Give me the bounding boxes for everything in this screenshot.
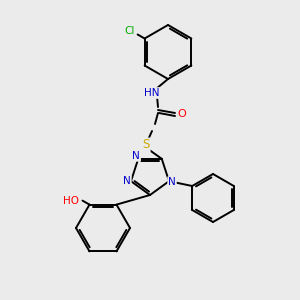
Text: N: N (168, 177, 176, 187)
Text: N: N (123, 176, 131, 186)
Text: HO: HO (62, 196, 79, 206)
Text: Cl: Cl (124, 26, 135, 37)
Text: N: N (132, 151, 140, 161)
Text: S: S (142, 139, 150, 152)
Text: HN: HN (144, 88, 160, 98)
Text: O: O (178, 109, 186, 119)
